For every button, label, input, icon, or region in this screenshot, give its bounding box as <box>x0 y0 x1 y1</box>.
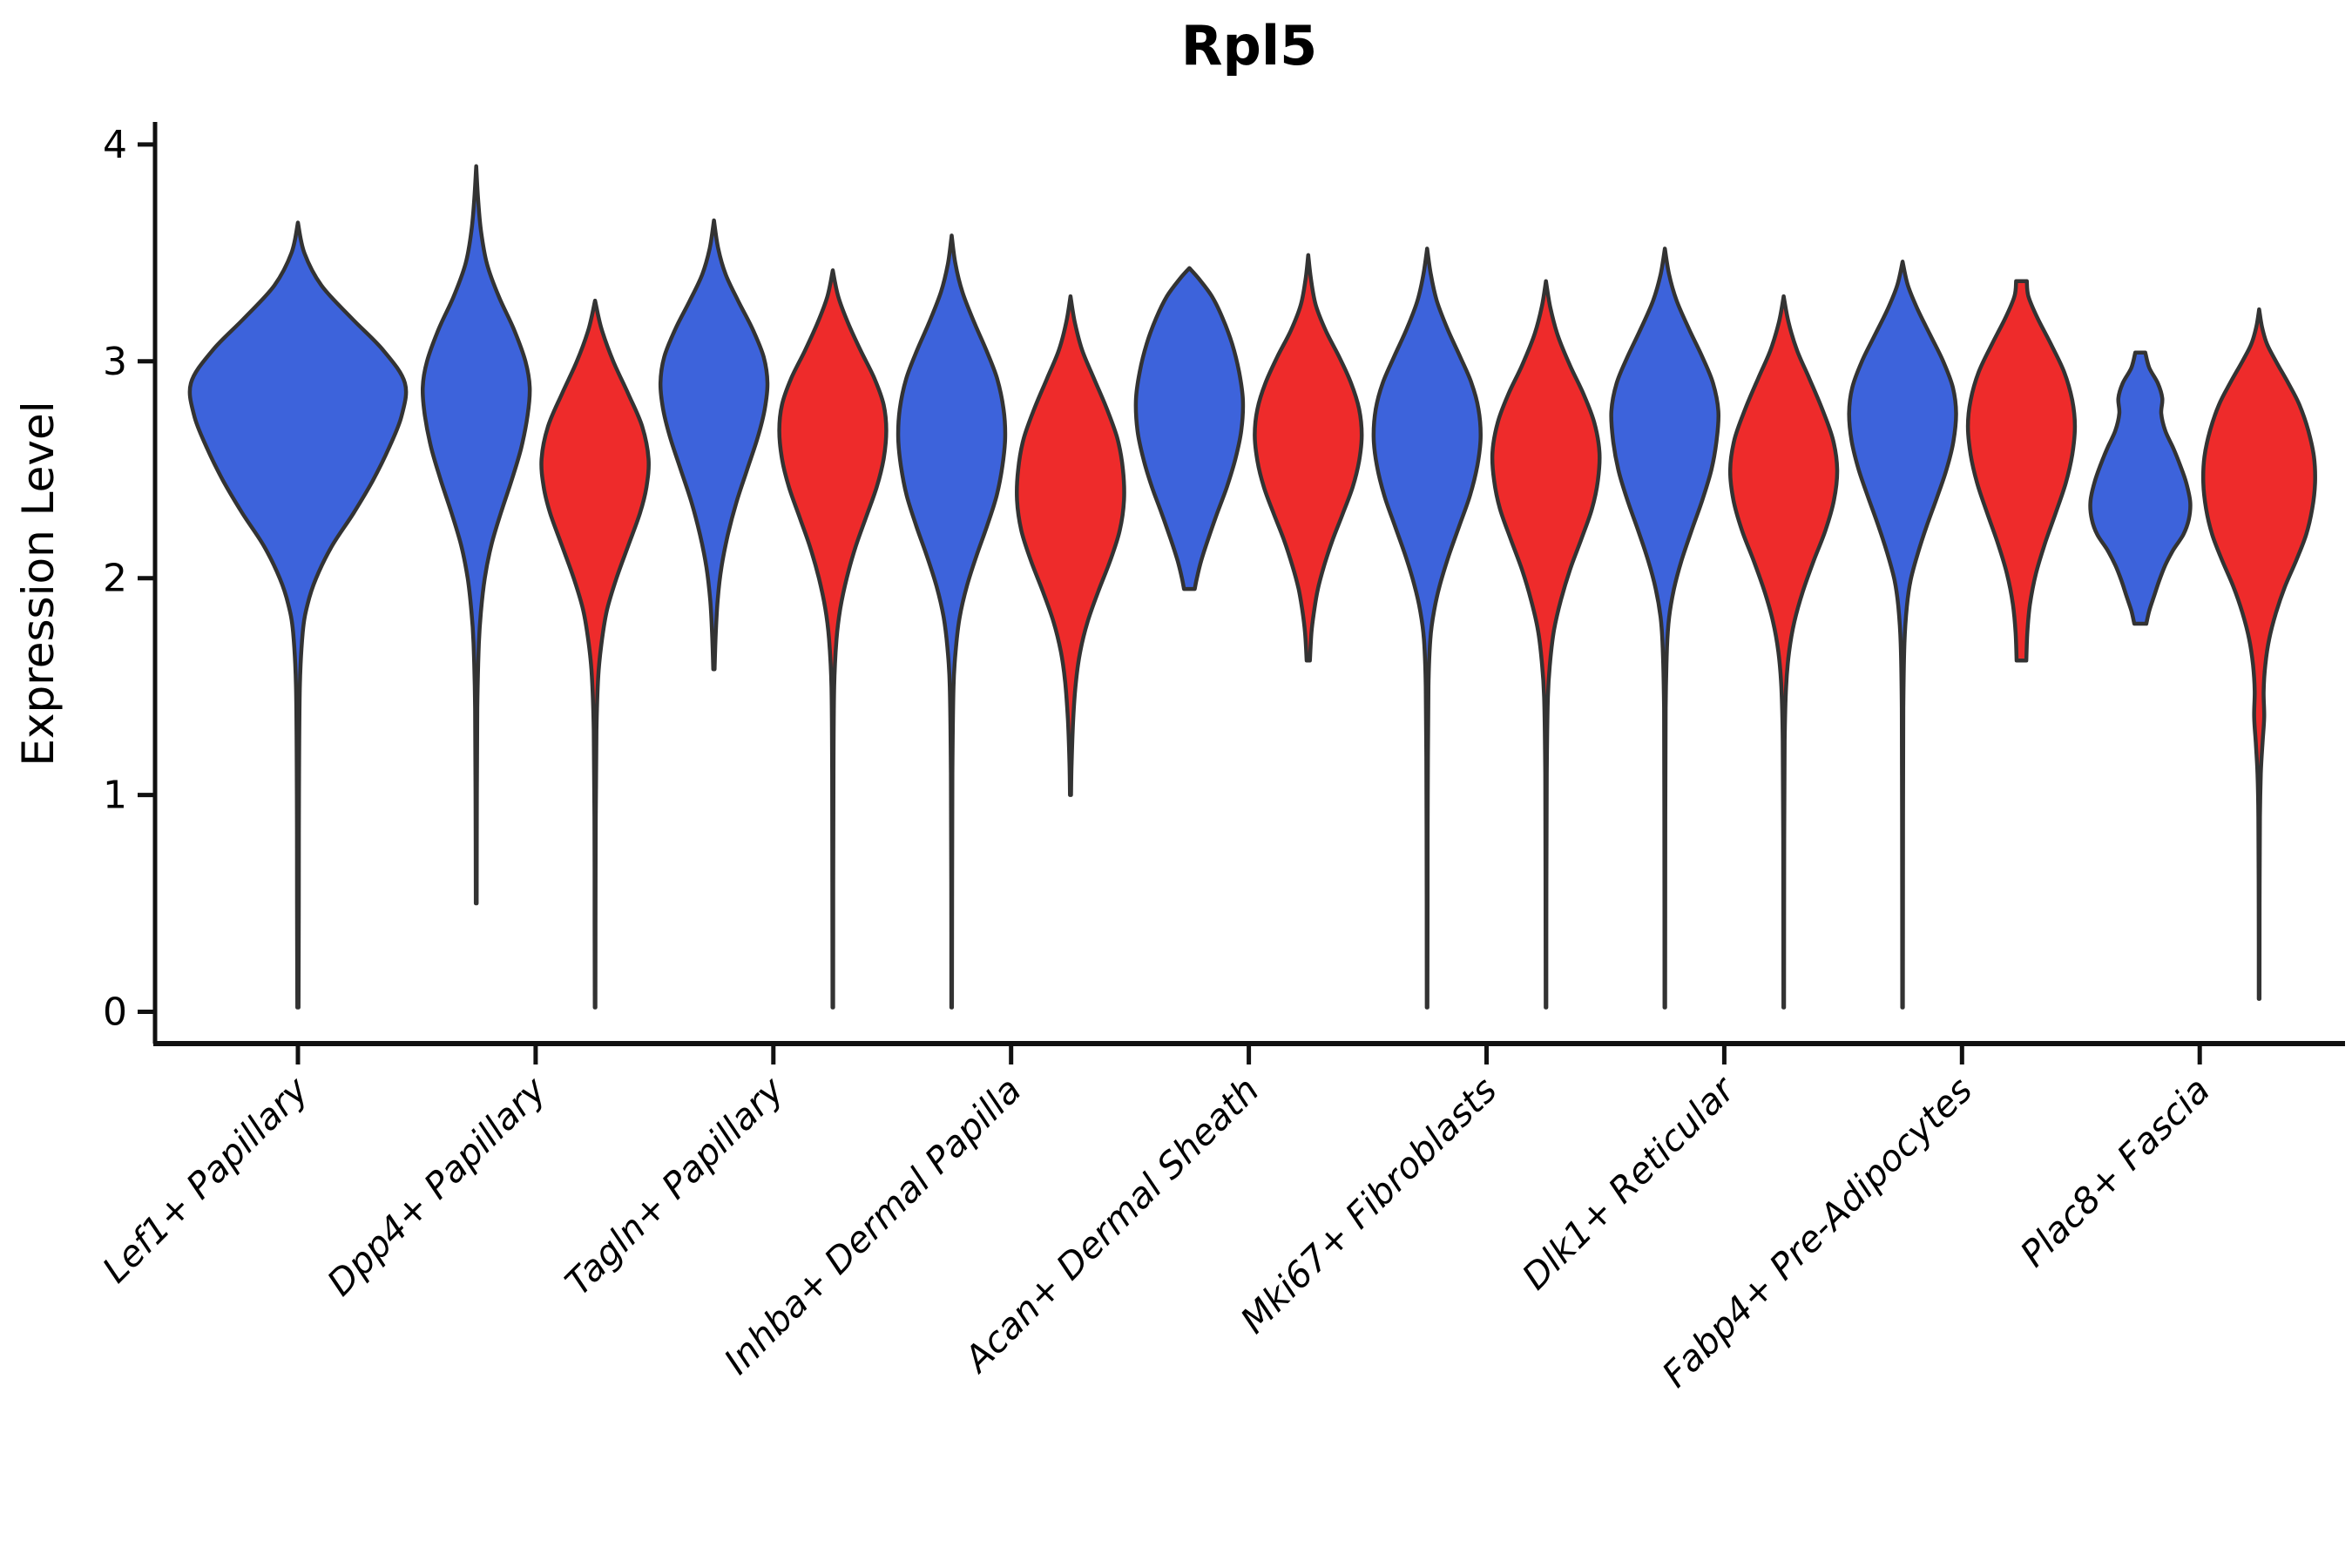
violin-dlk1-reticular-split-group-red <box>1727 294 1840 1010</box>
x-tick-label-mki67-fibroblasts: Mki67+ Fibroblasts <box>1233 1069 1505 1342</box>
violin-dlk1-reticular-split-group-blue <box>1609 247 1721 1010</box>
x-tick-label-lef1-papillary: Lef1+ Papillary <box>94 1069 316 1291</box>
y-tick-label-2: 2 <box>103 557 127 601</box>
violin-dpp4-papillary-split-group-blue <box>420 164 532 906</box>
violin-inhba-dermal-papilla-split-group-blue <box>896 233 1008 1010</box>
x-tick-label-plac8-fascia: Plac8+ Fascia <box>2012 1069 2218 1274</box>
violin-dpp4-papillary-split-group-red <box>539 298 651 1010</box>
x-tick-label-tagln-papillary: Tagln+ Papillary <box>557 1069 792 1304</box>
violin-inhba-dermal-papilla-split-group-red <box>1015 294 1126 797</box>
y-tick-label-0: 0 <box>103 990 127 1035</box>
x-tick-label-dpp4-papillary: Dpp4+ Papillary <box>319 1069 554 1304</box>
violin-mki67-fibroblasts-split-group-red <box>1490 279 1602 1010</box>
violin-mki67-fibroblasts-split-group-blue <box>1371 247 1483 1010</box>
x-tick-label-dlk1-reticular: Dlk1+ Reticular <box>1514 1068 1744 1298</box>
chart-title: Rpl5 <box>1180 14 1318 78</box>
violin-acan-dermal-sheath-split-group-blue <box>1133 266 1246 591</box>
violin-plac8-fascia-split-group-red <box>2200 307 2317 1001</box>
y-tick-label-1: 1 <box>103 774 127 818</box>
violin-fabp4-pre-adipocytes-split-group-blue <box>1847 260 1958 1010</box>
y-tick-label-3: 3 <box>103 340 127 384</box>
violin-tagln-papillary-split-group-blue <box>658 218 770 672</box>
violin-fabp4-pre-adipocytes-split-group-red <box>1965 279 2078 663</box>
violin-acan-dermal-sheath-split-group-red <box>1253 253 1364 663</box>
violin-plac8-fascia-split-group-blue <box>2088 350 2193 626</box>
violin-tagln-papillary-split-group-red <box>777 268 889 1010</box>
violin-lef1-papillary-split-group-blue <box>187 220 409 1010</box>
y-tick-label-4: 4 <box>103 123 127 167</box>
